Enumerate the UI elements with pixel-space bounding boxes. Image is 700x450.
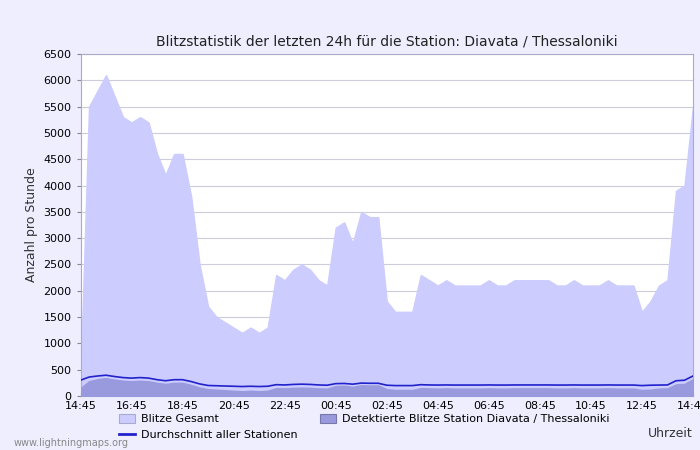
Y-axis label: Anzahl pro Stunde: Anzahl pro Stunde	[25, 168, 38, 283]
Title: Blitzstatistik der letzten 24h für die Station: Diavata / Thessaloniki: Blitzstatistik der letzten 24h für die S…	[156, 35, 617, 49]
Legend: Blitze Gesamt, Durchschnitt aller Stationen, Detektierte Blitze Station Diavata : Blitze Gesamt, Durchschnitt aller Statio…	[118, 414, 610, 440]
Text: www.lightningmaps.org: www.lightningmaps.org	[14, 438, 129, 448]
Text: Uhrzeit: Uhrzeit	[648, 427, 693, 440]
